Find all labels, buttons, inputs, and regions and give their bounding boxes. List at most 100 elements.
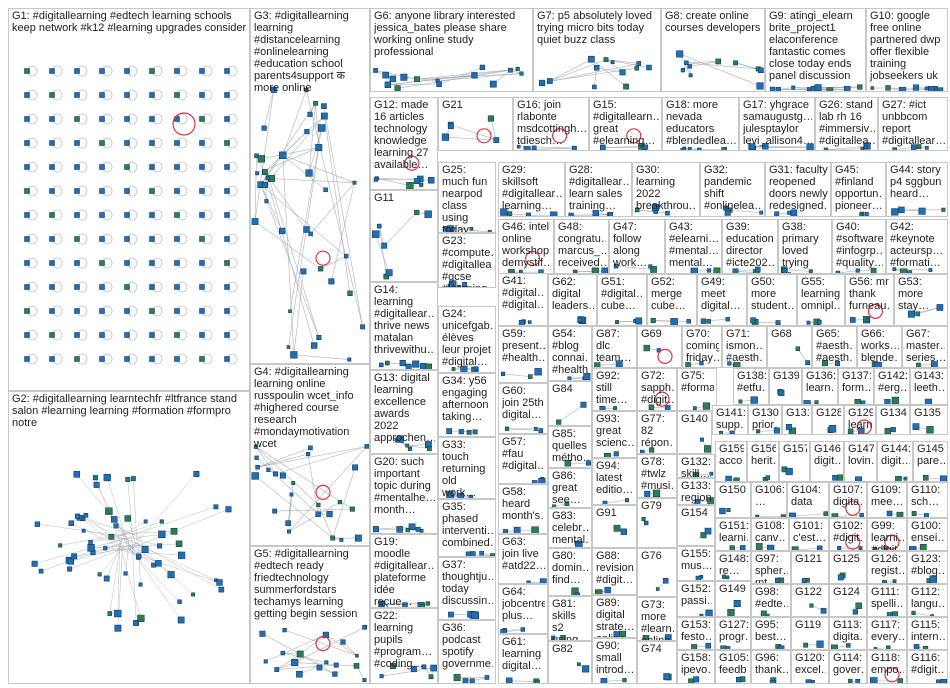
node[interactable] xyxy=(224,164,230,170)
node[interactable] xyxy=(538,428,544,433)
node[interactable] xyxy=(694,499,701,504)
node[interactable] xyxy=(92,475,99,481)
node[interactable] xyxy=(81,528,86,533)
node[interactable] xyxy=(692,472,700,478)
node[interactable] xyxy=(575,592,581,596)
node[interactable] xyxy=(855,476,862,482)
node[interactable] xyxy=(538,79,546,87)
node[interactable] xyxy=(436,81,442,87)
node[interactable] xyxy=(615,320,619,324)
node[interactable] xyxy=(855,602,862,609)
node[interactable] xyxy=(290,351,298,359)
node[interactable] xyxy=(111,516,118,523)
node[interactable] xyxy=(864,212,869,216)
node[interactable] xyxy=(519,71,524,76)
node[interactable] xyxy=(272,471,278,477)
node[interactable] xyxy=(911,610,916,616)
node[interactable] xyxy=(321,112,328,120)
node[interactable] xyxy=(809,603,814,608)
node[interactable] xyxy=(24,92,30,98)
node[interactable] xyxy=(291,658,299,667)
node[interactable] xyxy=(750,317,757,324)
node[interactable] xyxy=(74,92,80,98)
node[interactable] xyxy=(791,546,799,551)
node[interactable] xyxy=(49,212,55,218)
node[interactable] xyxy=(886,612,893,617)
node[interactable] xyxy=(550,211,558,217)
node[interactable] xyxy=(911,511,917,516)
node[interactable] xyxy=(199,236,205,242)
node[interactable] xyxy=(539,578,547,584)
node[interactable] xyxy=(715,58,721,65)
node[interactable] xyxy=(458,429,464,435)
node[interactable] xyxy=(174,356,180,362)
node[interactable] xyxy=(652,489,661,497)
node[interactable] xyxy=(719,430,723,434)
node[interactable] xyxy=(74,236,80,242)
node[interactable] xyxy=(224,116,230,122)
node[interactable] xyxy=(296,650,304,658)
node[interactable] xyxy=(527,374,533,379)
node[interactable] xyxy=(49,92,55,98)
node[interactable] xyxy=(727,361,732,366)
node[interactable] xyxy=(199,284,205,290)
node[interactable] xyxy=(97,572,102,577)
node[interactable] xyxy=(224,68,230,74)
node[interactable] xyxy=(508,67,513,73)
node[interactable] xyxy=(149,140,155,146)
node[interactable] xyxy=(377,223,382,229)
node[interactable] xyxy=(159,519,164,524)
node[interactable] xyxy=(623,83,629,90)
node[interactable] xyxy=(174,332,180,338)
node[interactable] xyxy=(873,546,878,551)
node[interactable] xyxy=(790,209,798,216)
node[interactable] xyxy=(124,68,130,74)
node[interactable] xyxy=(141,545,149,553)
node[interactable] xyxy=(49,188,55,194)
node[interactable] xyxy=(686,319,691,324)
node[interactable] xyxy=(73,471,81,478)
node[interactable] xyxy=(750,396,758,404)
node[interactable] xyxy=(531,526,539,534)
node[interactable] xyxy=(760,610,767,616)
node[interactable] xyxy=(462,678,469,683)
node[interactable] xyxy=(124,140,130,146)
node[interactable] xyxy=(534,368,542,376)
node[interactable] xyxy=(870,267,877,273)
node[interactable] xyxy=(251,218,259,225)
node[interactable] xyxy=(576,662,581,667)
node[interactable] xyxy=(487,115,494,122)
node[interactable] xyxy=(385,269,393,277)
node[interactable] xyxy=(174,188,180,194)
node[interactable] xyxy=(687,146,692,150)
node[interactable] xyxy=(151,562,156,568)
node[interactable] xyxy=(406,181,414,189)
node[interactable] xyxy=(424,210,432,218)
node[interactable] xyxy=(608,212,613,216)
node[interactable] xyxy=(702,402,711,410)
node[interactable] xyxy=(801,578,807,583)
node[interactable] xyxy=(699,437,704,442)
node[interactable] xyxy=(670,318,678,325)
node[interactable] xyxy=(785,424,792,430)
node[interactable] xyxy=(648,404,655,410)
node[interactable] xyxy=(71,553,78,560)
node[interactable] xyxy=(265,176,270,181)
node[interactable] xyxy=(778,389,785,396)
node[interactable] xyxy=(806,87,811,91)
node[interactable] xyxy=(704,527,712,535)
node[interactable] xyxy=(124,116,130,122)
node[interactable] xyxy=(664,405,671,410)
node[interactable] xyxy=(727,609,735,616)
node[interactable] xyxy=(913,644,920,649)
node[interactable] xyxy=(603,57,609,62)
node[interactable] xyxy=(103,575,110,582)
node[interactable] xyxy=(733,477,740,482)
node[interactable] xyxy=(364,444,369,449)
node[interactable] xyxy=(919,543,927,550)
node[interactable] xyxy=(149,260,155,266)
node[interactable] xyxy=(419,604,425,608)
node[interactable] xyxy=(870,86,875,90)
node[interactable] xyxy=(828,425,837,433)
node[interactable] xyxy=(568,212,574,217)
